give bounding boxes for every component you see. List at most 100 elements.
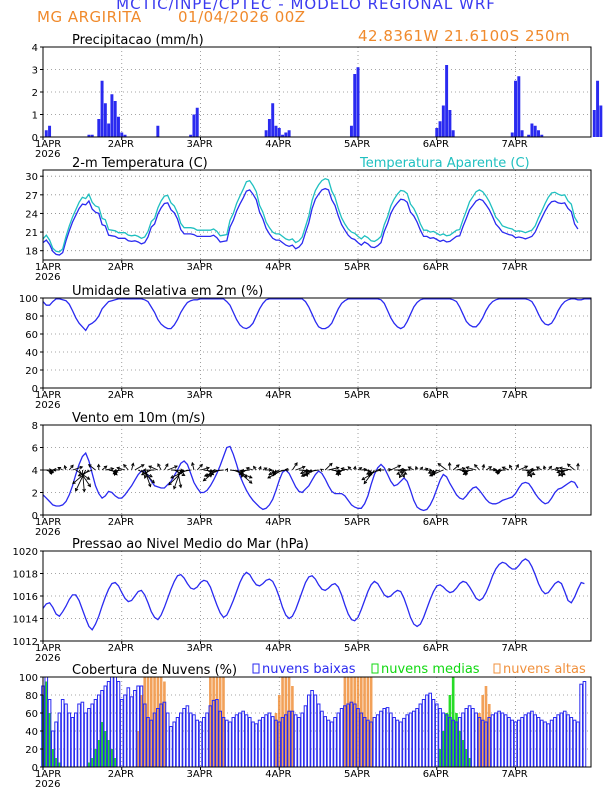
- cloud-bar-nuvens-baixas: [67, 712, 72, 768]
- wind-arrow-head: [335, 469, 340, 473]
- wind-arrow-head: [340, 467, 345, 471]
- wind-arrow-head: [96, 463, 101, 468]
- wind-arrow-head: [300, 473, 305, 477]
- wind-arrow: [485, 466, 492, 471]
- precip-bar: [514, 80, 518, 137]
- wind-arrow: [177, 469, 182, 488]
- wind-arrow: [308, 469, 319, 472]
- wind-arrow: [200, 467, 210, 471]
- cloud-bar-nuvens-medias: [90, 758, 94, 767]
- cloud-legend-swatch: [371, 663, 379, 674]
- cloud-bar-nuvens-baixas: [306, 694, 311, 768]
- wind-arrow-head: [419, 466, 424, 471]
- y-tick-label: 21: [25, 228, 38, 239]
- wind-arrow-head: [399, 474, 403, 479]
- wind-arrow-head: [268, 468, 273, 472]
- cloud-bar-nuvens-medias: [44, 681, 48, 767]
- precip-bar: [540, 134, 544, 137]
- wind-arrow-head: [328, 462, 333, 467]
- panel-precip: [40, 46, 603, 140]
- wind-arrow-head: [566, 463, 571, 468]
- cloud-bar-nuvens-baixas: [323, 716, 328, 768]
- wind-arrow-head: [238, 471, 243, 475]
- wind-arrow: [157, 463, 162, 471]
- cloud-bar-nuvens-altas: [350, 677, 353, 767]
- wind-arrow-head: [263, 467, 268, 471]
- wind-arrow-head: [542, 465, 547, 470]
- cloud-bar-nuvens-baixas: [507, 717, 511, 768]
- wind-arrow-head: [427, 470, 432, 475]
- wind-arrow: [78, 469, 91, 487]
- precip-bar: [438, 121, 442, 137]
- wind-arrow-head: [377, 468, 382, 472]
- wind-arrow-head: [465, 466, 470, 470]
- cloud-bar-nuvens-altas: [346, 677, 350, 767]
- wind-arrow-head: [399, 467, 404, 472]
- series-line-umidade-relativa: [42, 298, 591, 332]
- x-tick-label: 2APR: [108, 390, 134, 401]
- x-tick-label: 2APR: [108, 262, 134, 273]
- panel-wind: [40, 424, 592, 518]
- precip-bar: [287, 130, 291, 137]
- x-year-label: 2026: [35, 527, 60, 538]
- wind-arrow-head: [173, 485, 177, 490]
- x-year-label: 2026: [35, 400, 60, 411]
- cloud-bar-nuvens-baixas: [523, 714, 528, 768]
- wind-arrow-head: [110, 467, 115, 471]
- x-tick-label: 2APR: [108, 643, 134, 654]
- cloud-bar-nuvens-baixas: [195, 719, 200, 768]
- precip-bar: [107, 123, 111, 137]
- x-tick-label: 3APR: [187, 390, 213, 401]
- cloud-bar-nuvens-baixas: [539, 719, 544, 768]
- cloud-bar-nuvens-baixas: [169, 726, 173, 768]
- cloud-bar-nuvens-baixas: [165, 712, 170, 768]
- cloud-bar-nuvens-baixas: [231, 717, 236, 768]
- wind-arrow: [429, 469, 444, 477]
- wind-arrow-head: [268, 471, 273, 476]
- wind-arrow-head: [524, 465, 529, 469]
- y-tick-label: 1: [32, 111, 38, 122]
- series-line-temperatura: [42, 187, 579, 256]
- wind-arrow-head: [481, 463, 486, 468]
- precip-bar: [120, 132, 124, 137]
- x-tick-label: 6APR: [423, 517, 449, 528]
- wind-arrow-head: [307, 469, 312, 473]
- y-tick-label: 100: [19, 294, 38, 305]
- cloud-bar-nuvens-baixas: [113, 676, 118, 768]
- wind-arrow-head: [116, 466, 121, 471]
- cloud-bar-nuvens-altas: [484, 686, 488, 767]
- x-tick-label: 5APR: [344, 517, 370, 528]
- y-tick-label: 60: [25, 709, 38, 720]
- cloud-bar-nuvens-baixas: [379, 710, 383, 768]
- cloud-bar-nuvens-altas: [209, 677, 212, 767]
- cloud-bar-nuvens-baixas: [254, 723, 259, 768]
- cloud-bar-nuvens-baixas: [546, 723, 551, 768]
- wind-arrow-head: [148, 465, 153, 469]
- x-tick-label: 5APR: [344, 262, 370, 273]
- wind-arrow-head: [130, 462, 135, 467]
- x-tick-label: 2APR: [108, 139, 134, 150]
- cloud-bar-nuvens-baixas: [572, 719, 577, 768]
- x-tick-label: 7APR: [502, 390, 528, 401]
- wind-arrow: [141, 469, 152, 476]
- cloud-bar-nuvens-baixas: [339, 708, 344, 768]
- run-date: 01/04/2026 00Z: [178, 8, 306, 26]
- wind-arrow-head: [181, 472, 186, 476]
- series-line-vento: [42, 445, 579, 512]
- wind-arrow: [116, 467, 126, 471]
- wind-arrow-head: [461, 466, 466, 471]
- wind-arrow: [123, 464, 129, 471]
- cloud-bar-nuvens-baixas: [556, 714, 560, 768]
- wind-arrow-head: [361, 476, 366, 481]
- y-tick-label: 60: [25, 330, 38, 341]
- x-tick-label: 1APR: [35, 139, 61, 150]
- wind-arrow-head: [50, 469, 55, 473]
- cloud-bar-nuvens-baixas: [385, 707, 390, 768]
- wind-arrow: [474, 464, 480, 471]
- wind-arrow: [180, 469, 191, 473]
- x-tick-label: 1APR: [35, 262, 61, 273]
- wind-arrow-head: [495, 470, 500, 474]
- wind-arrow-head: [272, 470, 277, 474]
- precip-bar: [533, 125, 537, 137]
- series-line-temperatura-aparente: [42, 177, 579, 253]
